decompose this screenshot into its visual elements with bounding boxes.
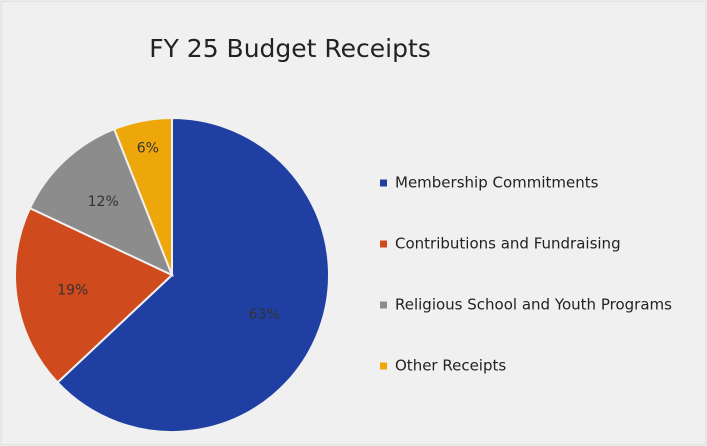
legend-label: Other Receipts (395, 357, 506, 375)
legend-swatch (380, 362, 387, 370)
pie-slice (56, 116, 330, 433)
pie-slice (14, 206, 174, 384)
data-label: 19% (57, 283, 88, 299)
legend-label: Religious School and Youth Programs (395, 296, 672, 314)
data-label: 63% (249, 307, 280, 323)
pie-slice (28, 127, 174, 277)
legend-swatch (380, 301, 387, 309)
chart-title: FY 25 Budget Receipts (149, 34, 431, 63)
legend-label: Membership Commitments (395, 174, 599, 192)
data-label: 12% (88, 194, 119, 210)
data-label: 6% (137, 141, 159, 157)
legend-swatch (380, 179, 387, 187)
legend-label: Contributions and Fundraising (395, 235, 621, 253)
legend-swatch (380, 240, 387, 248)
pie-slice (112, 116, 173, 276)
